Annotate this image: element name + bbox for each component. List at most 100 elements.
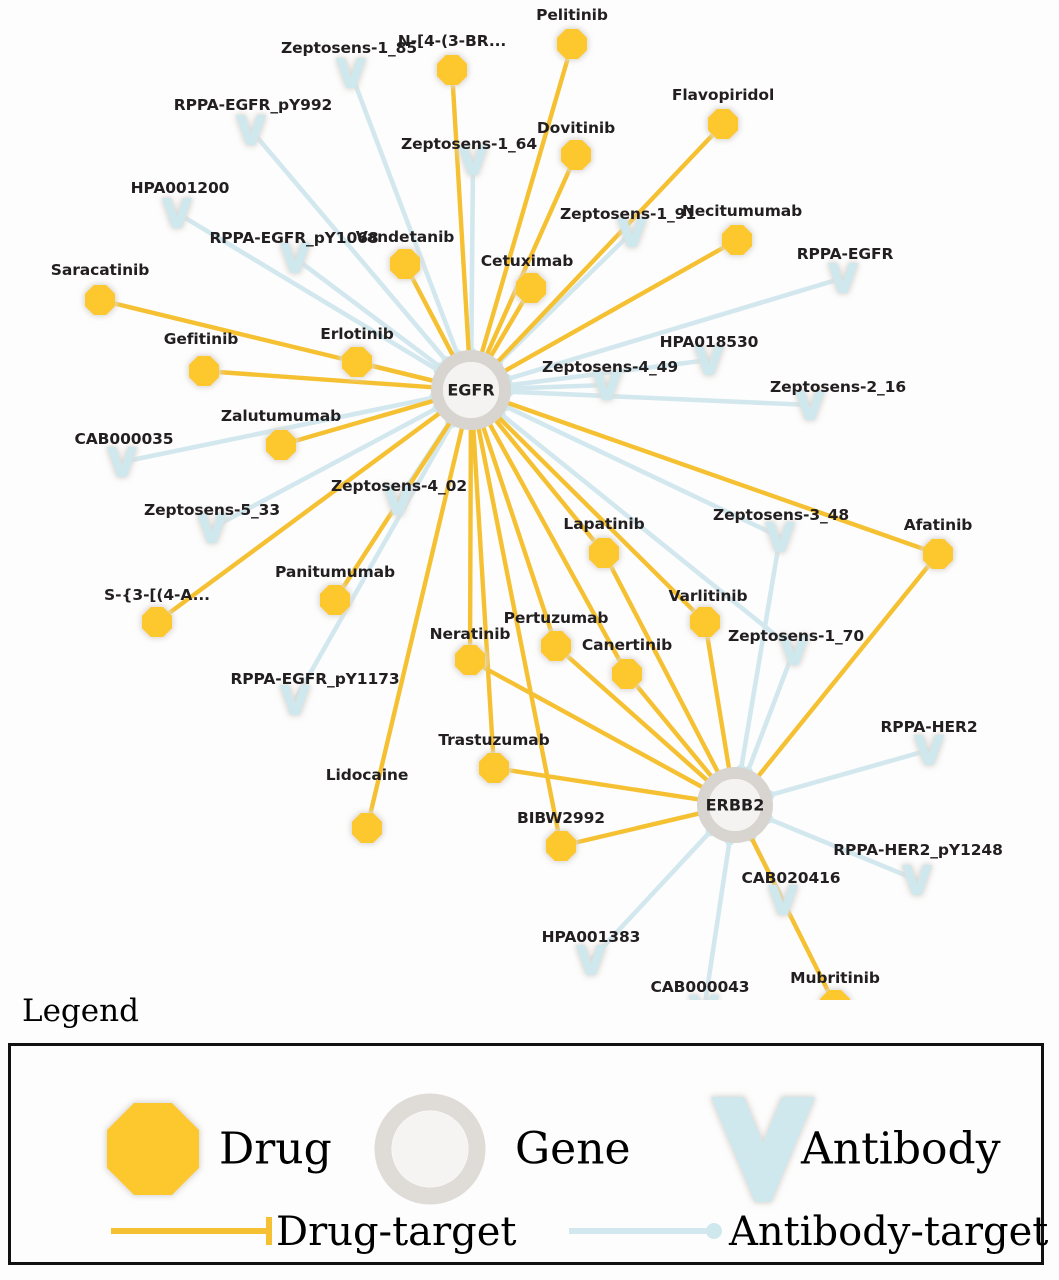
antibody-node[interactable] bbox=[914, 735, 944, 765]
drug-node[interactable] bbox=[352, 813, 382, 843]
drug-node[interactable] bbox=[546, 831, 576, 861]
antibody-edge bbox=[469, 159, 476, 353]
legend-drug-target-edge bbox=[111, 1217, 272, 1245]
drug-edge bbox=[748, 834, 835, 1000]
drug-edge bbox=[449, 69, 472, 355]
gene-node-fill[interactable] bbox=[443, 362, 499, 418]
antibody-node[interactable] bbox=[197, 513, 227, 543]
drug-nodes-layer[interactable] bbox=[85, 29, 953, 1000]
drug-node[interactable] bbox=[437, 55, 467, 85]
gene-nodes-layer[interactable] bbox=[431, 350, 773, 843]
drug-node[interactable] bbox=[557, 29, 587, 59]
antibody-edge bbox=[121, 395, 435, 465]
antibody-node[interactable] bbox=[689, 995, 719, 1000]
legend-graphics bbox=[107, 1093, 815, 1245]
antibody-node[interactable] bbox=[795, 390, 825, 420]
antibody-node[interactable] bbox=[694, 345, 724, 375]
drug-edge bbox=[483, 154, 579, 359]
drug-edge bbox=[554, 644, 712, 785]
antibody-edge bbox=[769, 747, 930, 798]
drug-node[interactable] bbox=[342, 347, 372, 377]
legend-box: Drug Gene Antibody Drug-target Antibody-… bbox=[8, 1043, 1048, 1265]
antibody-edge bbox=[703, 840, 732, 1000]
drug-node[interactable] bbox=[479, 753, 509, 783]
antibody-node[interactable] bbox=[617, 217, 647, 247]
drug-edge bbox=[364, 424, 465, 829]
gene-node-fill[interactable] bbox=[709, 779, 761, 831]
antibody-edge bbox=[508, 357, 710, 388]
antibody-edge bbox=[249, 128, 449, 363]
drug-edge bbox=[493, 765, 702, 803]
legend-antibody-target-label: Antibody-target bbox=[729, 1209, 1049, 1255]
antibody-node[interactable] bbox=[162, 198, 192, 228]
antibody-node[interactable] bbox=[828, 263, 858, 293]
drug-node[interactable] bbox=[516, 273, 546, 303]
antibody-edge bbox=[508, 389, 811, 408]
antibody-node[interactable] bbox=[902, 865, 932, 895]
drug-edge bbox=[480, 423, 559, 647]
legend-gene-icon bbox=[374, 1093, 486, 1205]
drug-node[interactable] bbox=[923, 539, 953, 569]
gene-node-label: ERBB2 bbox=[705, 795, 765, 815]
drug-node[interactable] bbox=[541, 631, 571, 661]
drug-node[interactable] bbox=[820, 990, 850, 1000]
antibody-edge bbox=[504, 404, 781, 540]
antibody-node[interactable] bbox=[336, 58, 366, 88]
antibody-node[interactable] bbox=[107, 447, 137, 477]
antibody-edge bbox=[175, 211, 440, 373]
drug-node[interactable] bbox=[589, 538, 619, 568]
drug-node[interactable] bbox=[612, 659, 642, 689]
antibody-node[interactable] bbox=[768, 885, 798, 915]
legend-drug-label: Drug bbox=[219, 1123, 332, 1175]
antibody-edge bbox=[348, 72, 460, 356]
legend-gene-label: Gene bbox=[515, 1123, 631, 1175]
antibody-edge bbox=[499, 412, 796, 652]
antibody-edge bbox=[292, 421, 455, 702]
antibody-edge bbox=[508, 382, 608, 391]
antibody-node[interactable] bbox=[280, 685, 310, 715]
drug-node[interactable] bbox=[142, 607, 172, 637]
antibody-node[interactable] bbox=[576, 945, 606, 975]
drug-node[interactable] bbox=[690, 607, 720, 637]
antibody-node[interactable] bbox=[383, 485, 413, 515]
drug-node[interactable] bbox=[722, 225, 752, 255]
drug-node[interactable] bbox=[708, 109, 738, 139]
drug-node[interactable] bbox=[189, 356, 219, 386]
drug-edge bbox=[702, 621, 732, 772]
drug-edge bbox=[504, 399, 939, 557]
antibody-node[interactable] bbox=[779, 635, 809, 665]
drug-node[interactable] bbox=[561, 140, 591, 170]
drug-node[interactable] bbox=[455, 645, 485, 675]
gene-node-ring[interactable] bbox=[697, 767, 773, 843]
drug-node[interactable] bbox=[390, 249, 420, 279]
antibody-edge bbox=[767, 816, 918, 883]
drug-node[interactable] bbox=[266, 430, 296, 460]
drug-edge bbox=[478, 43, 575, 357]
drug-edge bbox=[470, 425, 497, 769]
gene-node-ring[interactable] bbox=[431, 350, 511, 430]
legend-antibody-target-edge bbox=[569, 1223, 722, 1239]
drug-edge bbox=[494, 122, 725, 366]
antibody-node[interactable] bbox=[592, 370, 622, 400]
antibody-edge bbox=[210, 405, 439, 531]
drug-edge bbox=[486, 420, 629, 676]
antibody-edge bbox=[745, 649, 797, 773]
drug-edge bbox=[754, 552, 940, 780]
legend-antibody-label: Antibody bbox=[801, 1123, 1001, 1175]
drug-edge bbox=[495, 413, 707, 624]
network-graph[interactable] bbox=[0, 0, 1059, 1000]
antibody-nodes-layer[interactable] bbox=[107, 58, 944, 1000]
antibody-edges-layer bbox=[121, 72, 930, 1000]
antibody-node[interactable] bbox=[765, 522, 795, 552]
drug-node[interactable] bbox=[320, 585, 350, 615]
antibody-node[interactable] bbox=[280, 243, 310, 273]
antibody-edge bbox=[506, 275, 844, 382]
antibody-node[interactable] bbox=[458, 145, 488, 175]
drug-edge bbox=[602, 551, 722, 776]
drug-edge bbox=[467, 425, 474, 661]
antibody-node[interactable] bbox=[236, 115, 266, 145]
drug-edge bbox=[501, 238, 739, 375]
drug-edge bbox=[468, 658, 707, 791]
drug-node[interactable] bbox=[85, 285, 115, 315]
